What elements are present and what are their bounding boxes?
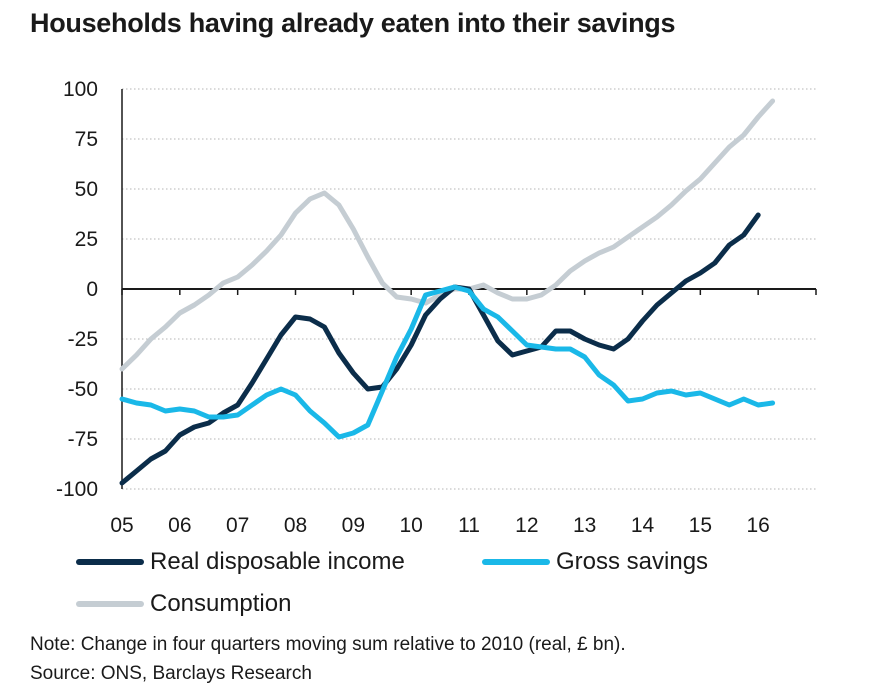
x-tick-label: 10 <box>399 514 422 537</box>
y-tick-label: 75 <box>75 128 98 151</box>
x-tick-label: 06 <box>168 514 191 537</box>
y-tick-label: -100 <box>56 478 98 501</box>
y-tick-label: -50 <box>68 378 98 401</box>
legend: Real disposable income Gross savings Con… <box>76 548 836 628</box>
legend-item-real-disposable-income: Real disposable income <box>76 548 405 576</box>
x-tick-label: 13 <box>573 514 596 537</box>
chart-note: Note: Change in four quarters moving sum… <box>30 634 626 655</box>
x-tick-label: 09 <box>342 514 365 537</box>
x-tick-label: 05 <box>110 514 133 537</box>
x-tick-label: 15 <box>689 514 712 537</box>
x-tick-label: 16 <box>746 514 769 537</box>
legend-label-consumption: Consumption <box>150 590 292 617</box>
legend-swatch-gross-savings <box>482 559 550 565</box>
x-tick-label: 12 <box>515 514 538 537</box>
series-line-gross-savings <box>119 284 776 440</box>
x-tick-label: 07 <box>226 514 249 537</box>
legend-label-real-disposable-income: Real disposable income <box>150 548 405 575</box>
series-line-real-disposable-income <box>119 212 761 486</box>
y-tick-label: 0 <box>86 278 98 301</box>
series-line-consumption <box>119 98 776 372</box>
chart-source: Source: ONS, Barclays Research <box>30 663 312 684</box>
legend-item-consumption: Consumption <box>76 590 291 618</box>
legend-swatch-real-disposable-income <box>76 559 144 565</box>
y-tick-label: 100 <box>63 78 98 101</box>
y-tick-label: 25 <box>75 228 98 251</box>
y-tick-label: 50 <box>75 178 98 201</box>
x-tick-label: 14 <box>631 514 655 537</box>
legend-swatch-consumption <box>76 601 144 607</box>
y-tick-label: -75 <box>68 428 98 451</box>
chart-title: Households having already eaten into the… <box>30 8 676 38</box>
axes: 100 75 50 25 0 -25 -50 -75 -100 05 06 07 08 09 10 11 12 1… <box>56 78 817 537</box>
x-tick-label: 08 <box>284 514 307 537</box>
legend-label-gross-savings: Gross savings <box>556 548 709 575</box>
x-tick-label: 11 <box>458 514 480 537</box>
series-lines <box>119 98 776 486</box>
legend-item-gross-savings: Gross savings <box>482 548 708 576</box>
y-tick-label: -25 <box>68 328 98 351</box>
